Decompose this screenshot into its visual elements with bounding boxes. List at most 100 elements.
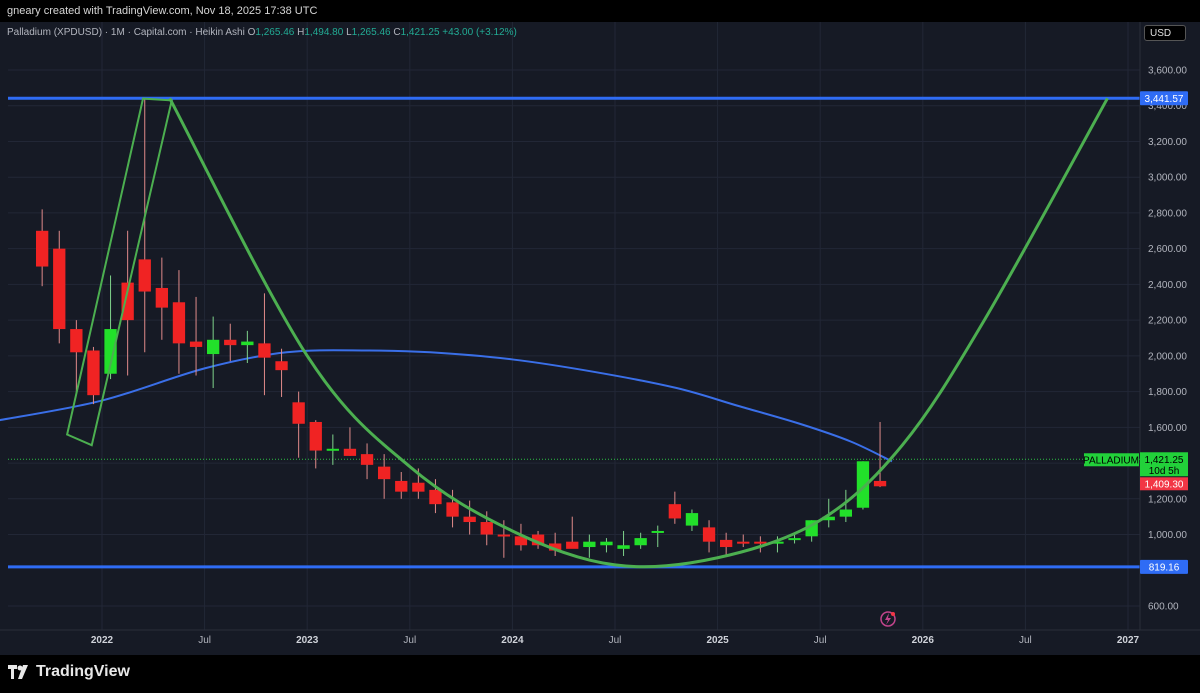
time-tick-label: Jul — [403, 635, 416, 646]
footer-bar — [0, 655, 1200, 693]
price-tick-label: 3,600.00 — [1148, 66, 1187, 77]
chart-frame[interactable] — [0, 22, 1200, 655]
resistance-price-badge: 3,441.57 — [1145, 94, 1184, 105]
symbol-badge-bg — [1084, 453, 1139, 467]
legend-title: Palladium (XPDUSD) · 1M · Capital.com · … — [7, 27, 245, 38]
resistance-price-badge-bg — [1140, 91, 1188, 106]
candle-body — [224, 339, 237, 346]
candle-body — [395, 480, 408, 492]
ma-value-badge-bg — [1140, 477, 1188, 491]
price-axis[interactable]: 600.001,000.001,200.001,400.001,600.001,… — [1139, 22, 1200, 655]
flash-icon-dot — [891, 612, 895, 616]
time-axis[interactable]: 2022 Jul 2023 Jul 2024 Jul 2025 Jul 2026 Jul 2027 — [0, 629, 1200, 655]
level-lines — [0, 96, 1140, 569]
ma-value-badge: 1,409.30 — [1145, 479, 1184, 490]
attribution-text: gneary created with TradingView.com, Nov… — [7, 5, 318, 17]
candle-body — [480, 522, 493, 535]
time-tick-label: 2023 — [296, 635, 319, 646]
countdown-badge: 10d 5h — [1149, 466, 1180, 477]
candle-body — [206, 339, 220, 355]
cup-curve-drawing — [168, 97, 1109, 569]
candle-body — [634, 538, 647, 546]
candle-body — [617, 545, 630, 549]
price-tick-label: 1,000.00 — [1148, 530, 1187, 541]
candle-body — [258, 343, 271, 358]
candle-body — [446, 502, 459, 517]
time-tick-label: 2022 — [91, 635, 114, 646]
candle-body — [514, 536, 528, 546]
candle-body — [566, 541, 579, 549]
candle-body — [873, 480, 887, 487]
time-tick-label: Jul — [198, 635, 211, 646]
candle-body — [754, 541, 767, 544]
chart-grid — [8, 22, 1140, 630]
candle-body — [771, 541, 784, 544]
price-tick-label: 2,400.00 — [1148, 280, 1187, 291]
price-tick-label: 3,200.00 — [1148, 137, 1187, 148]
last-price-badge: 1,421.25 — [1145, 455, 1184, 466]
candles — [35, 98, 887, 558]
candle-body — [87, 350, 100, 396]
candle-body — [343, 448, 357, 456]
price-tick-label: 3,000.00 — [1148, 173, 1187, 184]
time-tick-label: 2024 — [501, 635, 524, 646]
candle-body — [121, 282, 134, 321]
candle-body — [241, 341, 254, 346]
candle-body — [668, 504, 682, 519]
candle-body — [326, 448, 340, 451]
legend-h-label: H — [297, 27, 305, 38]
price-tick-label: 1,800.00 — [1148, 387, 1187, 398]
candle-body — [155, 287, 169, 308]
candle-body — [548, 543, 562, 551]
candle-body — [70, 329, 83, 353]
currency-button[interactable]: USD — [1144, 25, 1186, 41]
candle-body — [53, 248, 66, 330]
legend-close: 1,421.25 +43.00 (+3.12%) — [400, 27, 517, 38]
time-tick-label: Jul — [609, 635, 622, 646]
candle-body — [360, 454, 374, 465]
candle-body — [138, 259, 151, 292]
price-axis-bg — [1140, 22, 1200, 655]
candle-body — [583, 541, 596, 548]
price-chart[interactable]: 600.001,000.001,200.001,400.001,600.001,… — [0, 22, 1200, 655]
legend-c-label: C — [393, 27, 401, 38]
price-tick-label: 1,200.00 — [1148, 494, 1187, 505]
tradingview-logo: TradingView — [8, 663, 130, 681]
candle-body — [497, 534, 511, 537]
attribution-bar: gneary created with TradingView.com, Nov… — [0, 0, 1200, 22]
price-tick-label: 600.00 — [1148, 602, 1179, 613]
legend-high: 1,494.80 — [304, 27, 344, 38]
moving-average-line — [0, 349, 893, 463]
legend-o-label: O — [247, 27, 256, 38]
last-price-badge-bg — [1140, 452, 1188, 477]
candle-body — [309, 421, 322, 451]
candle-body — [35, 230, 49, 267]
candle-body — [651, 530, 664, 533]
flash-icon[interactable] — [880, 611, 896, 627]
price-tick-label: 2,000.00 — [1148, 351, 1187, 362]
candle-body — [600, 541, 613, 546]
flag-pattern-drawing — [65, 97, 174, 447]
tradingview-logo-icon — [8, 665, 28, 679]
candle-body — [377, 466, 391, 480]
candle-body — [839, 509, 853, 517]
candle-body — [189, 341, 203, 347]
candle-body — [531, 534, 545, 546]
candle-body — [702, 527, 716, 542]
candle-body — [788, 538, 801, 541]
candle-body — [822, 516, 835, 521]
support-price-badge-bg — [1140, 559, 1188, 574]
symbol-legend: Palladium (XPDUSD) · 1M · Capital.com · … — [7, 27, 517, 38]
candle-body — [412, 482, 425, 492]
price-tick-label: 2,800.00 — [1148, 208, 1187, 219]
price-tick-label: 3,400.00 — [1148, 101, 1187, 112]
time-axis-bg — [0, 630, 1200, 655]
candle-body — [292, 402, 305, 424]
tradingview-logo-text: TradingView — [36, 663, 130, 680]
candle-body — [463, 516, 476, 523]
price-tick-label: 2,200.00 — [1148, 316, 1187, 327]
flash-icon-bolt — [885, 613, 891, 625]
legend-open: 1,265.46 — [255, 27, 295, 38]
candle-body — [856, 461, 870, 508]
